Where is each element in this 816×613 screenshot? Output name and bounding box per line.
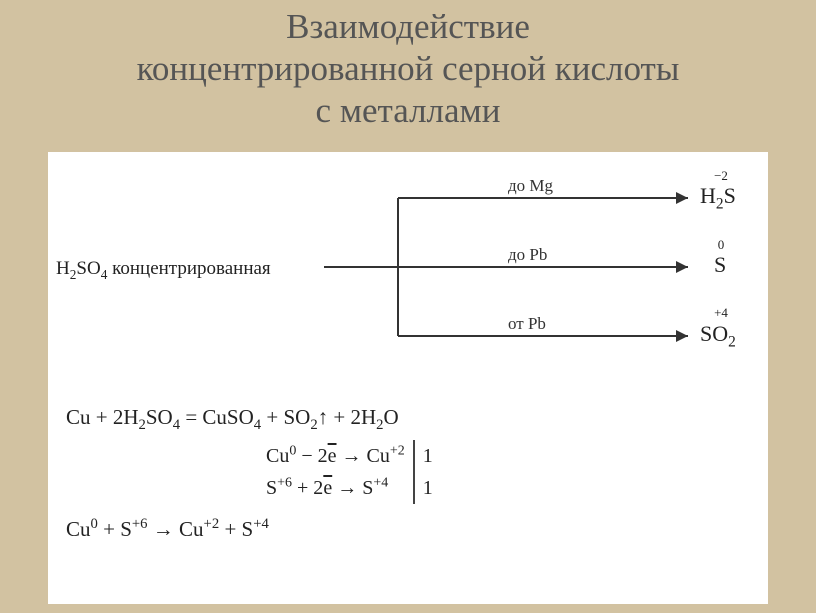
product-2: S bbox=[714, 254, 726, 276]
oxstate-1: −2 bbox=[701, 168, 741, 184]
sum-equation: Cu0 + S+6 → Cu+2 + S+4 bbox=[66, 510, 766, 550]
branch-label-2: до Pb bbox=[508, 245, 547, 265]
equations-block: Cu + 2H2SO4 = CuSO4 + SO2↑ + 2H2O Cu0 − … bbox=[66, 398, 766, 550]
title-line-3: с металлами bbox=[316, 91, 501, 130]
coef-1: 1 bbox=[423, 440, 433, 472]
slide: Взаимодействие концентрированной серной … bbox=[0, 0, 816, 613]
title-line-2: концентрированной серной кислоты bbox=[137, 49, 680, 88]
product-1: H2S bbox=[700, 185, 736, 212]
oxstate-3: +4 bbox=[701, 305, 741, 321]
content-box: H2SO4 концентрированная до Mg до Pb от P… bbox=[48, 152, 768, 604]
product-3: SO2 bbox=[700, 323, 736, 350]
half-reaction-2: S+6 + 2e → S+4 bbox=[266, 472, 405, 504]
main-equation: Cu + 2H2SO4 = CuSO4 + SO2↑ + 2H2O bbox=[66, 398, 766, 440]
reaction-scheme: H2SO4 концентрированная до Mg до Pb от P… bbox=[48, 152, 768, 372]
scheme-lines bbox=[48, 152, 768, 372]
coef-2: 1 bbox=[423, 472, 433, 504]
slide-title: Взаимодействие концентрированной серной … bbox=[0, 0, 816, 132]
branch-label-3: от Pb bbox=[508, 314, 546, 334]
half-reaction-1: Cu0 − 2e → Cu+2 bbox=[266, 440, 405, 472]
oxstate-2: 0 bbox=[701, 237, 741, 253]
half-reactions: Cu0 − 2e → Cu+2 S+6 + 2e → S+4 1 1 bbox=[266, 440, 766, 504]
title-line-1: Взаимодействие bbox=[286, 7, 530, 46]
branch-label-1: до Mg bbox=[508, 176, 553, 196]
